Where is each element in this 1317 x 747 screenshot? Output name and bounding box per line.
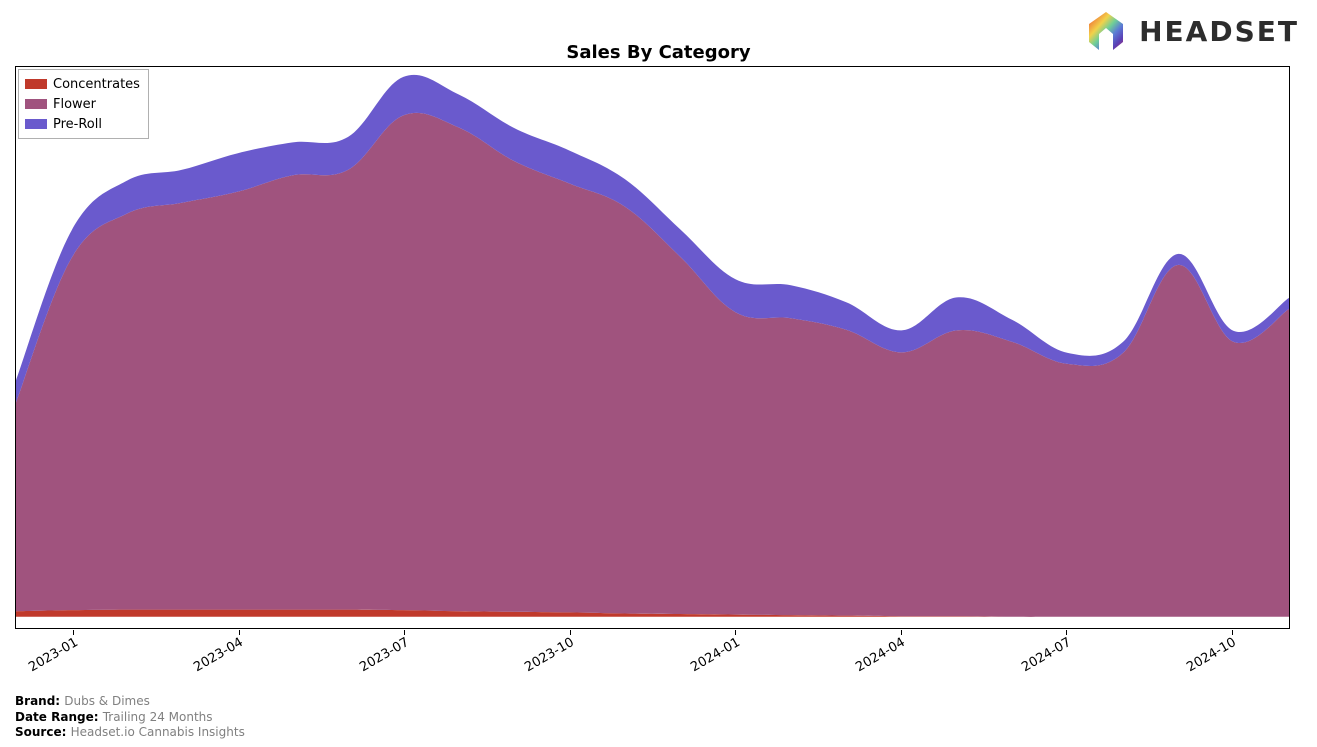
legend-item-flower: Flower — [25, 94, 140, 114]
legend-label: Concentrates — [53, 77, 140, 92]
meta-source: Source: Headset.io Cannabis Insights — [15, 725, 245, 741]
meta-source-value: Headset.io Cannabis Insights — [71, 725, 245, 739]
legend-swatch — [25, 79, 47, 89]
meta-range-value: Trailing 24 Months — [103, 710, 213, 724]
meta-source-label: Source: — [15, 725, 71, 739]
legend-item-pre-roll: Pre-Roll — [25, 114, 140, 134]
legend-item-concentrates: Concentrates — [25, 74, 140, 94]
legend-label: Pre-Roll — [53, 117, 102, 132]
tick-mark — [570, 630, 571, 635]
legend: Concentrates Flower Pre-Roll — [18, 69, 149, 139]
tick-mark — [1232, 630, 1233, 635]
legend-label: Flower — [53, 97, 96, 112]
meta-brand-value: Dubs & Dimes — [64, 694, 150, 708]
chart-metadata: Brand: Dubs & Dimes Date Range: Trailing… — [15, 694, 245, 741]
meta-brand-label: Brand: — [15, 694, 64, 708]
meta-brand: Brand: Dubs & Dimes — [15, 694, 245, 710]
meta-range-label: Date Range: — [15, 710, 103, 724]
legend-swatch — [25, 99, 47, 109]
tick-mark — [239, 630, 240, 635]
legend-swatch — [25, 119, 47, 129]
meta-date-range: Date Range: Trailing 24 Months — [15, 710, 245, 726]
stacked-area-chart — [0, 0, 1317, 747]
tick-mark — [901, 630, 902, 635]
